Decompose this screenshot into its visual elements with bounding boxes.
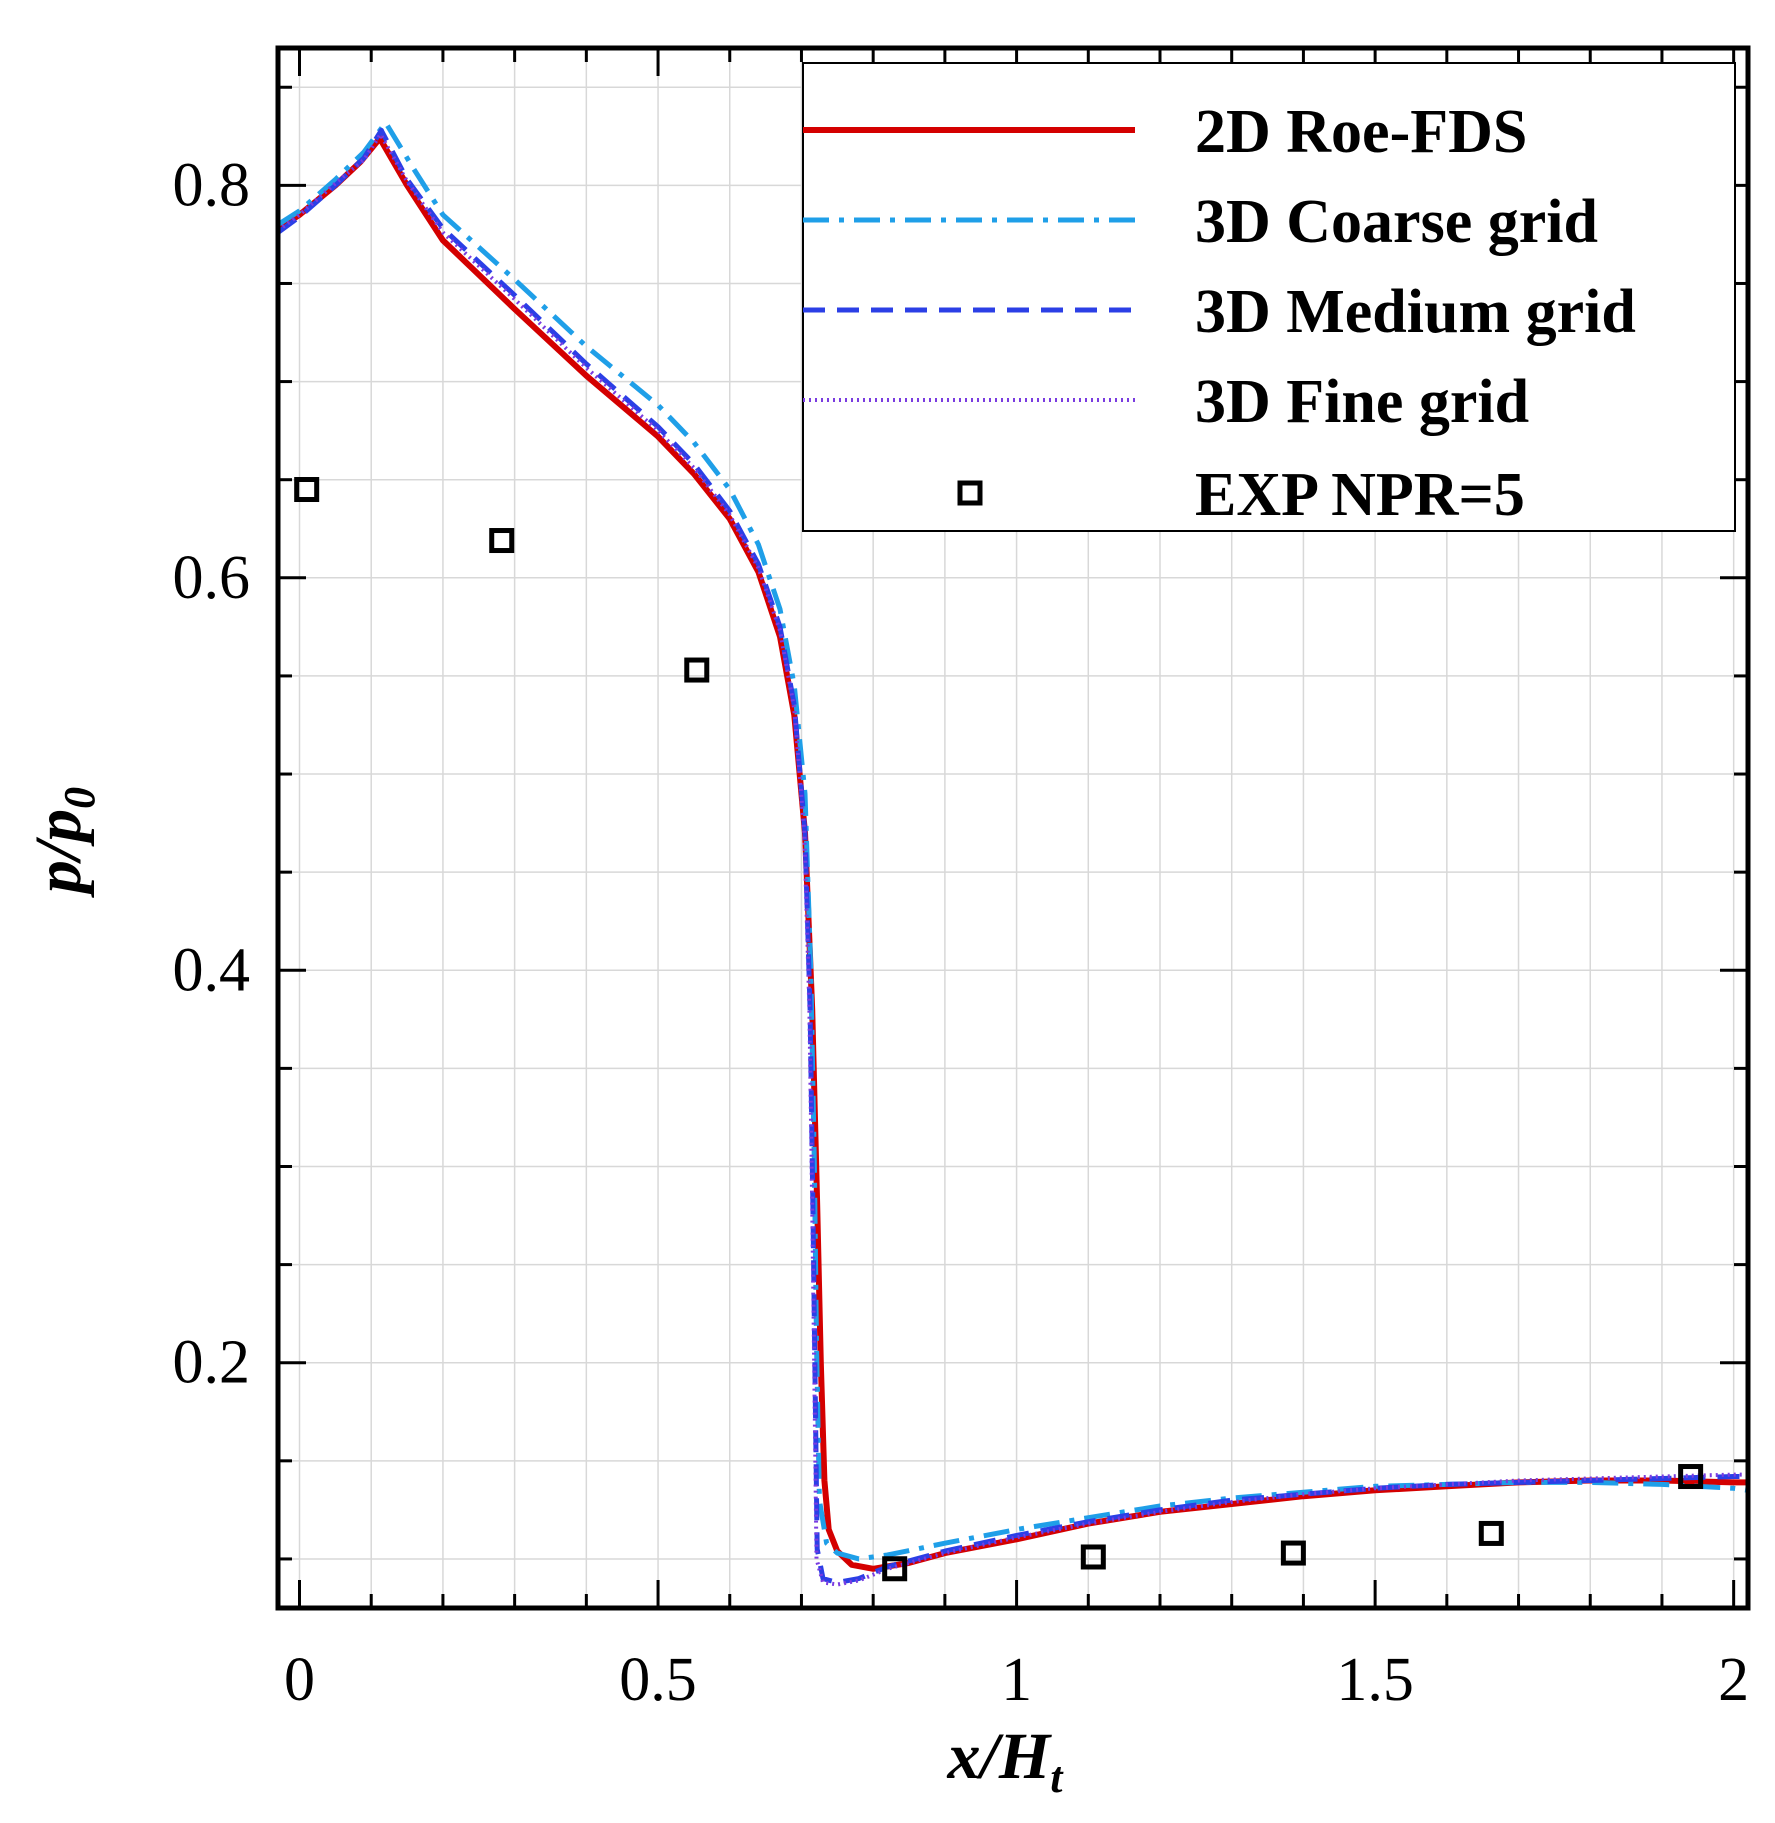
legend-label-exp: EXP NPR=5 bbox=[1195, 461, 1525, 529]
y-tick-label: 0.2 bbox=[173, 1329, 251, 1397]
exp-marker bbox=[489, 528, 515, 554]
axis-ticks bbox=[278, 48, 1748, 1608]
y-axis-title-main: p/p bbox=[22, 809, 95, 898]
exp-marker bbox=[1478, 1520, 1504, 1546]
y-tick-label: 0.8 bbox=[173, 151, 251, 219]
experiment-markers bbox=[294, 477, 1704, 1582]
plot-frame bbox=[275, 45, 1751, 1611]
x-tick-label: 1.5 bbox=[1336, 1646, 1414, 1714]
legend-label-2: 3D Coarse grid bbox=[1195, 188, 1598, 256]
x-axis-title-main: x/H bbox=[947, 1720, 1053, 1793]
y-tick-label: 0.4 bbox=[173, 936, 251, 1004]
x-axis-title-subscript: t bbox=[1050, 1753, 1064, 1802]
y-tick-label: 0.6 bbox=[173, 544, 251, 612]
x-tick-label: 1 bbox=[1001, 1646, 1032, 1714]
legend: 2D Roe-FDS 3D Coarse grid 3D Medium grid 3D… bbox=[802, 62, 1736, 532]
legend-label-1: 2D Roe-FDS bbox=[1195, 98, 1527, 166]
series-line-3 bbox=[278, 127, 1748, 1585]
exp-marker bbox=[1678, 1464, 1704, 1490]
exp-marker bbox=[1080, 1544, 1106, 1570]
exp-marker bbox=[294, 477, 320, 503]
series-line-4 bbox=[278, 132, 1748, 1587]
x-tick-labels: 0 0.5 1 1.5 2 bbox=[284, 1646, 1749, 1714]
exp-marker bbox=[684, 657, 710, 683]
y-axis-title-subscript: 0 bbox=[55, 787, 104, 809]
x-tick-label: 0.5 bbox=[619, 1646, 697, 1714]
exp-marker bbox=[882, 1556, 908, 1582]
series-layer bbox=[278, 120, 1748, 1587]
exp-marker bbox=[1280, 1540, 1306, 1566]
legend-entries: 2D Roe-FDS 3D Coarse grid 3D Medium grid 3D… bbox=[803, 98, 1636, 529]
legend-label-4: 3D Fine grid bbox=[1195, 368, 1529, 436]
legend-label-3: 3D Medium grid bbox=[1195, 278, 1636, 346]
y-tick-labels: 0.2 0.4 0.6 0.8 bbox=[173, 151, 251, 1396]
x-tick-label: 0 bbox=[284, 1646, 315, 1714]
legend-swatch-exp bbox=[957, 480, 983, 506]
y-axis-title: p/p0 bbox=[22, 787, 104, 898]
x-tick-label: 2 bbox=[1718, 1646, 1749, 1714]
legend-box bbox=[802, 62, 1736, 532]
x-axis-title: x/Ht bbox=[947, 1720, 1065, 1802]
